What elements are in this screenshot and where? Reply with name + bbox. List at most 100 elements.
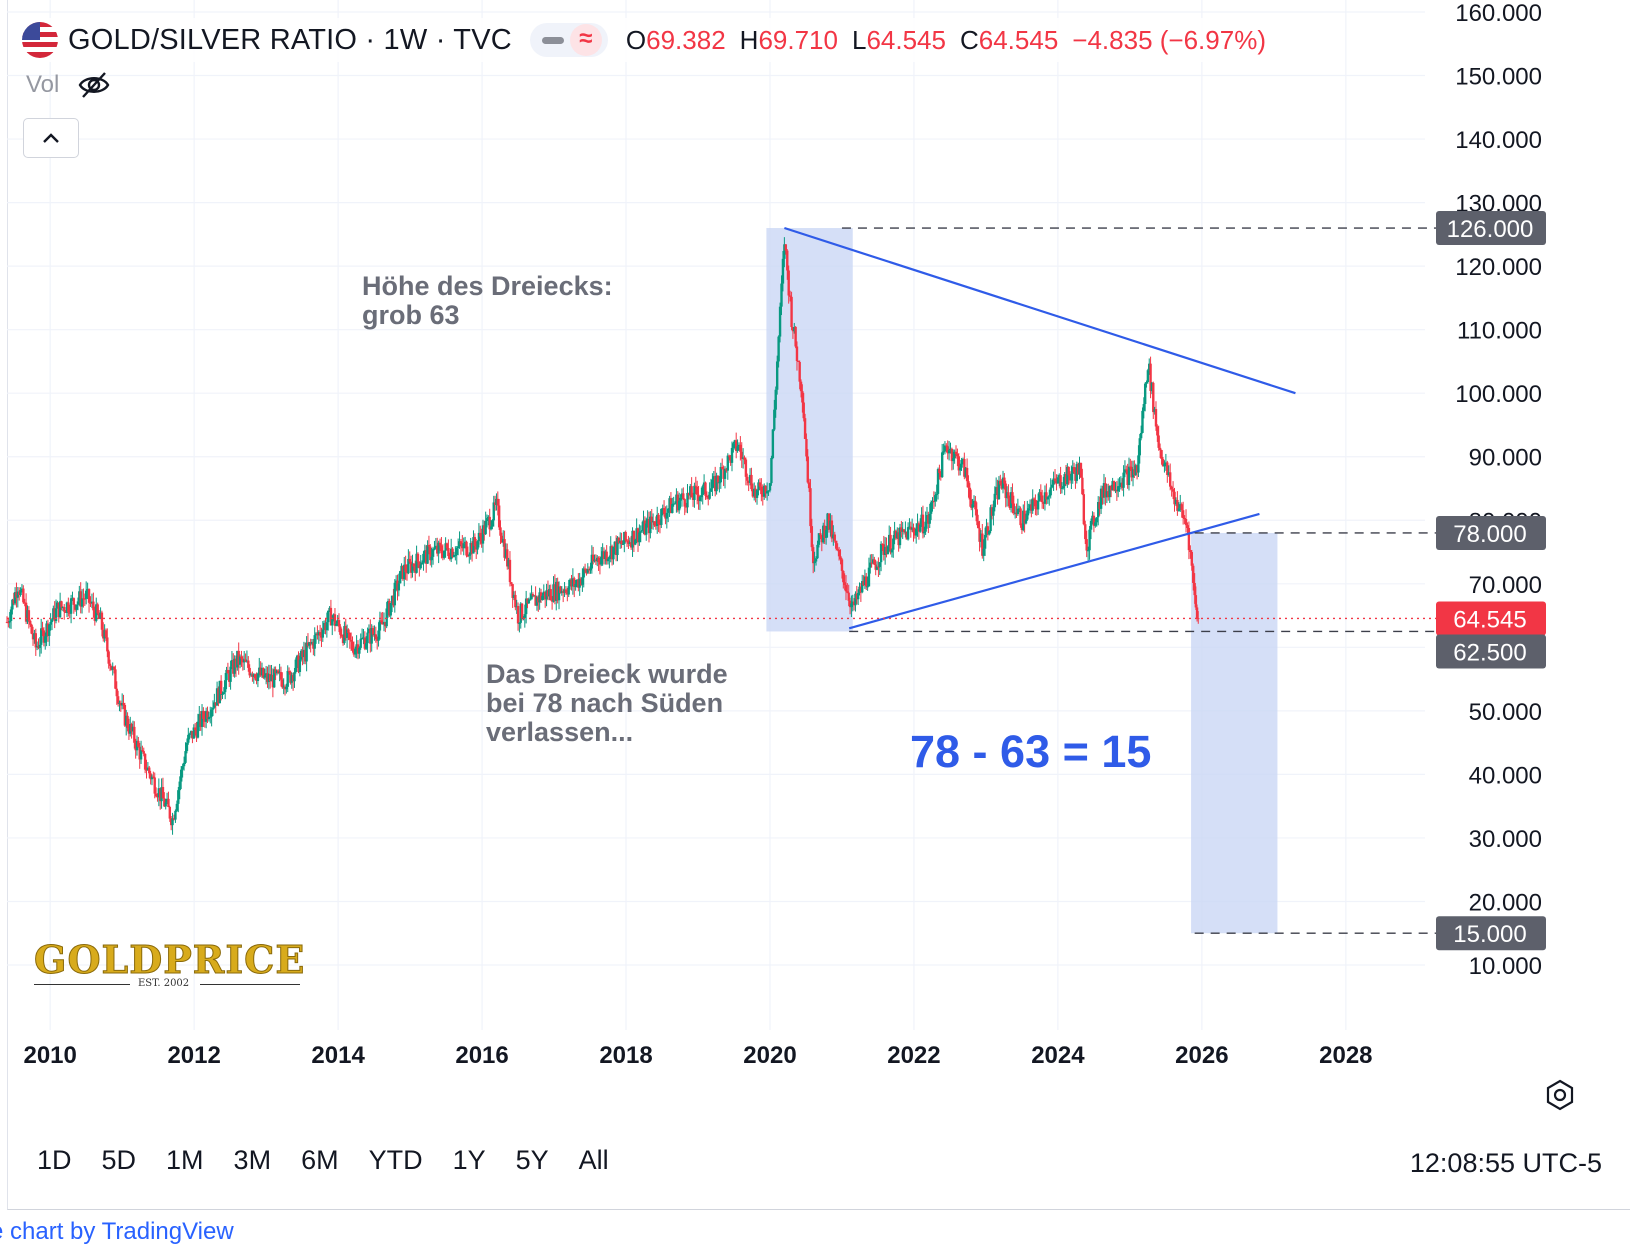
candle-body — [422, 553, 425, 563]
candle-body — [1118, 486, 1121, 488]
candle-body — [740, 451, 743, 459]
candle-body — [366, 632, 369, 644]
resistance-trend-line — [784, 226, 1296, 395]
ohlc-open-value: 69.382 — [646, 24, 726, 55]
candle-body — [1123, 469, 1127, 473]
candle-body — [400, 565, 403, 572]
candle-body — [901, 529, 904, 532]
candle-body — [640, 530, 644, 532]
candle-body — [119, 702, 123, 706]
candle-body — [956, 454, 959, 457]
collapse-legend-button[interactable] — [23, 118, 79, 158]
candle-body — [593, 559, 596, 562]
candle-body — [1180, 504, 1183, 511]
candle-body — [1084, 524, 1087, 540]
candle-body — [193, 727, 197, 730]
timeframe-6m[interactable]: 6M — [301, 1144, 339, 1175]
candle-body — [86, 589, 89, 591]
candle-body — [351, 641, 354, 651]
candle-body — [618, 540, 622, 543]
candle-body — [1064, 474, 1068, 485]
candle-body — [213, 702, 216, 708]
chart-area[interactable] — [7, 0, 1630, 1210]
candle-body — [1189, 550, 1192, 552]
candle-body — [1107, 491, 1110, 498]
timeframe-5y[interactable]: 5Y — [515, 1144, 549, 1175]
candle-body — [952, 458, 955, 462]
timeframe-1y[interactable]: 1Y — [452, 1144, 486, 1175]
candle-body — [177, 790, 180, 804]
candle-body — [287, 670, 291, 672]
candle-body — [1034, 499, 1037, 507]
candle-body — [161, 787, 165, 799]
candle-body — [848, 600, 852, 608]
candle-body — [689, 486, 692, 496]
settings-icon[interactable] — [1543, 1078, 1577, 1112]
price-chart[interactable]: 10.00020.00030.00040.00050.00060.00070.0… — [0, 0, 1630, 1210]
candle-body — [1171, 489, 1175, 492]
candle-body — [448, 556, 451, 560]
candle-body — [859, 586, 863, 593]
candle-body — [363, 637, 367, 649]
timeframe-1m[interactable]: 1M — [166, 1144, 204, 1175]
candle-body — [415, 553, 418, 573]
candle-body — [358, 647, 361, 654]
candle-body — [41, 628, 44, 631]
candle-body — [811, 547, 815, 564]
candle-body — [122, 703, 125, 705]
candle-body — [381, 622, 384, 625]
timeframe-1d[interactable]: 1D — [37, 1144, 72, 1175]
timeframe-all[interactable]: All — [578, 1144, 609, 1175]
candle-body — [763, 485, 766, 497]
candle-body — [424, 550, 428, 564]
candle-body — [691, 497, 695, 500]
candle-body — [1164, 462, 1168, 464]
y-tick-label: 120.000 — [1455, 254, 1542, 281]
candle-body — [758, 482, 762, 487]
candle-body — [452, 555, 456, 557]
candle-body — [65, 602, 69, 613]
candle-body — [768, 483, 772, 491]
candle-body — [238, 656, 242, 665]
x-tick-label: 2020 — [743, 1042, 796, 1069]
eye-off-icon[interactable] — [77, 70, 111, 100]
x-tick-label: 2010 — [23, 1042, 76, 1069]
timeframe-ytd[interactable]: YTD — [368, 1144, 423, 1175]
candle-body — [723, 468, 727, 479]
candle-body — [537, 597, 540, 603]
candle-body — [534, 595, 537, 606]
candle-body — [407, 558, 410, 574]
triangle-height-line-1: Höhe des Dreiecks: — [362, 271, 613, 301]
timeframe-5d[interactable]: 5D — [101, 1144, 137, 1175]
candle-body — [1052, 478, 1055, 485]
candle-body — [281, 679, 284, 688]
candle-body — [131, 726, 135, 732]
candle-body — [549, 589, 552, 601]
candle-body — [1074, 472, 1077, 481]
candle-body — [1153, 409, 1156, 413]
price-label: 78.000 — [1453, 521, 1526, 548]
candle-body — [211, 707, 215, 710]
candle-body — [826, 513, 829, 530]
candle-body — [1042, 502, 1045, 504]
tradingview-credit[interactable]: e chart by TradingView — [0, 1218, 234, 1245]
candle-body — [890, 549, 894, 553]
candle-body — [370, 628, 373, 644]
symbol-title[interactable]: GOLD/SILVER RATIO · 1W · TVC — [68, 23, 512, 56]
clock-display[interactable]: 12:08:55 UTC-5 — [1409, 1148, 1602, 1178]
candle-body — [1145, 381, 1148, 384]
candle-body — [146, 767, 150, 771]
candle-body — [1004, 483, 1007, 499]
status-pill[interactable]: ≈ — [529, 23, 608, 57]
candle-body — [515, 605, 518, 608]
candle-body — [573, 578, 576, 588]
us-flag-icon — [22, 22, 58, 58]
candle-body — [384, 621, 387, 627]
candle-body — [188, 733, 191, 735]
candle-body — [20, 588, 24, 591]
candle-body — [502, 539, 505, 543]
timeframe-3m[interactable]: 3M — [233, 1144, 272, 1175]
candle-body — [1161, 458, 1165, 467]
candle-body — [906, 527, 910, 540]
candle-body — [981, 533, 984, 556]
